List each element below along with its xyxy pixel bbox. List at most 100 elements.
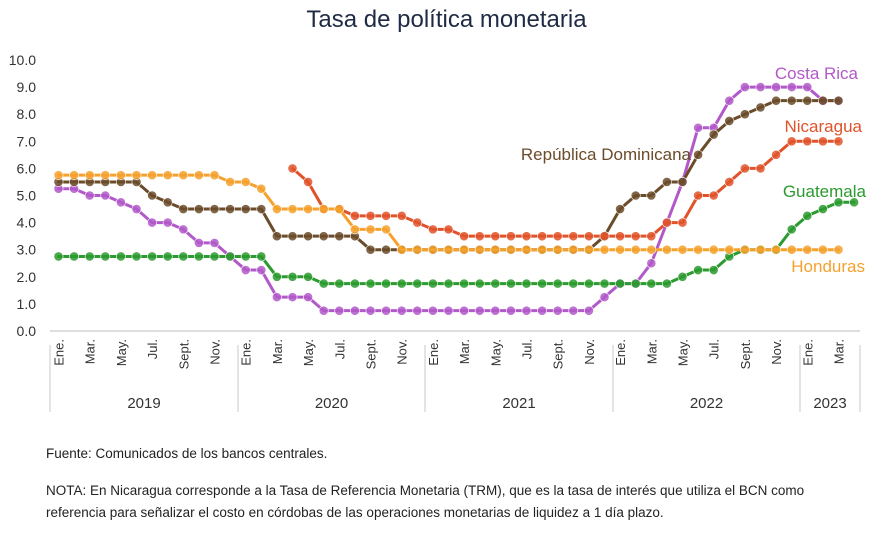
series-labels: Costa Rica República Dominicana Nicaragua G… <box>521 64 867 276</box>
x-tick-label: Jul. <box>520 339 535 359</box>
data-point <box>256 265 267 275</box>
data-point <box>412 244 423 255</box>
data-point <box>755 102 766 113</box>
data-point <box>646 278 657 289</box>
x-tick-label: Nov. <box>582 339 597 365</box>
data-point <box>490 278 501 289</box>
x-tick-label: Ene. <box>426 339 441 366</box>
data-point <box>225 177 235 187</box>
data-point <box>771 244 781 255</box>
data-point <box>630 244 641 255</box>
legend-label-nicaragua: Nicaragua <box>785 117 863 136</box>
data-point <box>818 136 828 147</box>
x-tick-label: Jul. <box>145 339 160 359</box>
data-point <box>349 210 360 221</box>
data-point <box>365 224 376 235</box>
data-point <box>615 204 625 214</box>
data-point <box>802 136 813 147</box>
data-point <box>412 278 423 289</box>
data-point <box>724 244 735 255</box>
data-point <box>100 251 111 262</box>
source-note: Fuente: Comunicados de los bancos centra… <box>46 446 328 461</box>
data-point <box>646 244 657 255</box>
year-label: 2023 <box>813 395 846 412</box>
data-point <box>740 82 750 92</box>
data-point <box>740 109 750 120</box>
data-point <box>474 244 485 255</box>
data-point <box>786 244 797 255</box>
data-point <box>427 244 438 255</box>
data-point <box>162 217 173 228</box>
y-tick-label: 3.0 <box>17 242 37 258</box>
data-point <box>802 82 813 92</box>
data-point <box>271 271 282 282</box>
data-point <box>334 231 345 242</box>
x-tick-label: Mar. <box>832 339 847 364</box>
data-point <box>193 238 204 248</box>
x-tick-label: Nov. <box>769 339 784 365</box>
data-point <box>240 177 251 187</box>
data-point <box>474 231 485 242</box>
x-tick-label: Ene. <box>800 339 815 366</box>
data-point <box>646 190 657 201</box>
data-point <box>427 305 438 316</box>
data-point <box>693 122 703 133</box>
data-point <box>677 244 688 255</box>
data-point <box>786 82 797 92</box>
data-point <box>443 305 454 316</box>
data-point <box>662 278 672 289</box>
data-point <box>615 231 625 242</box>
data-point <box>552 244 563 255</box>
data-point <box>693 244 703 255</box>
data-point <box>443 278 454 289</box>
data-point <box>240 251 251 262</box>
axes: 0.0 1.0 2.0 3.0 4.0 5.0 6.0 7.0 8.0 9.0 10.0 Ene. Ma… <box>9 52 861 412</box>
data-point <box>225 204 235 214</box>
data-point <box>662 217 672 228</box>
data-point <box>584 244 594 255</box>
data-point <box>116 197 126 208</box>
data-point <box>381 278 391 289</box>
data-point <box>256 204 267 214</box>
data-point <box>708 244 719 255</box>
legend-label-guatemala: Guatemala <box>783 182 867 201</box>
data-point <box>599 231 610 242</box>
data-point <box>84 170 95 181</box>
data-point <box>365 210 376 221</box>
data-point <box>677 271 688 282</box>
data-point <box>303 204 313 214</box>
data-point <box>178 251 189 262</box>
data-point <box>786 224 797 235</box>
x-tick-label: Mar. <box>270 339 285 364</box>
y-tick-label: 0.0 <box>17 323 37 339</box>
data-point <box>287 163 298 174</box>
data-point <box>786 136 797 147</box>
data-point <box>740 244 750 255</box>
data-point <box>505 231 516 242</box>
data-point <box>474 278 485 289</box>
data-point <box>116 170 126 181</box>
y-tick-label: 2.0 <box>17 269 37 285</box>
data-point <box>53 251 64 262</box>
data-point <box>505 278 516 289</box>
data-point <box>459 231 469 242</box>
series-lines <box>53 82 859 316</box>
footnote: NOTA: En Nicaragua corresponde a la Tasa… <box>46 483 805 520</box>
data-point <box>84 190 95 201</box>
x-tick-label: Ene. <box>52 339 67 366</box>
data-point <box>271 231 282 242</box>
data-point <box>334 305 345 316</box>
x-tick-label: Nov. <box>208 339 223 365</box>
data-point <box>287 204 298 214</box>
x-tick-label: Sept. <box>738 339 753 369</box>
data-point <box>162 197 173 208</box>
data-point <box>162 251 173 262</box>
data-point <box>677 217 688 228</box>
data-point <box>584 278 594 289</box>
data-point <box>427 224 438 235</box>
data-point <box>209 204 220 214</box>
data-point <box>209 170 220 181</box>
data-point <box>131 251 142 262</box>
data-point <box>381 210 391 221</box>
data-point <box>599 244 610 255</box>
